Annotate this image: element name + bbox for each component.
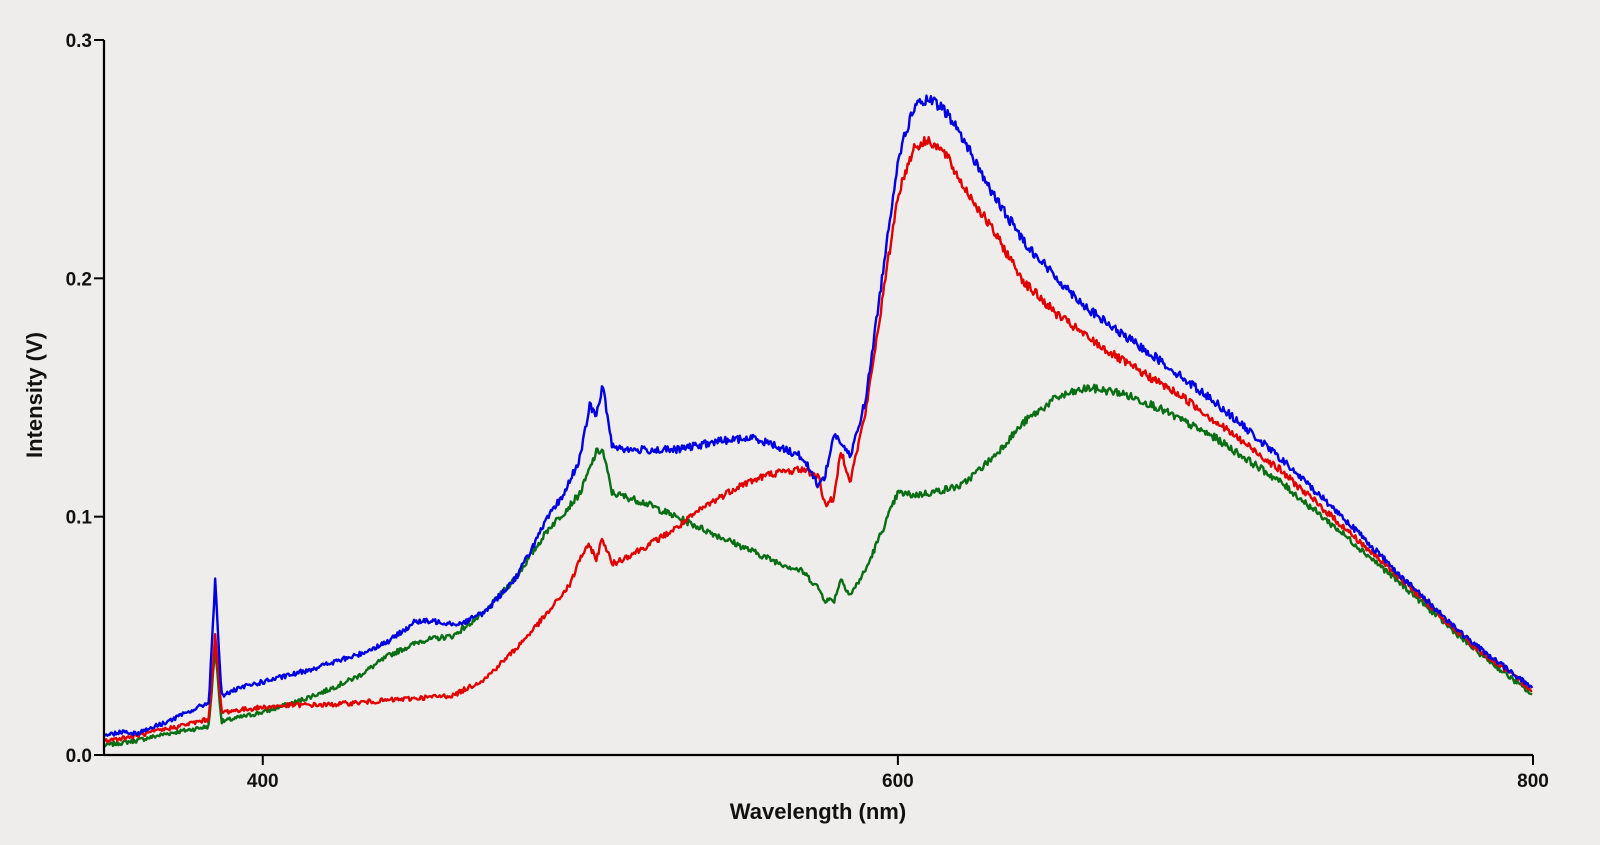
- series-line-2: [103, 136, 1533, 744]
- y-tick-label: 0.1: [66, 508, 93, 529]
- y-tick-label: 0.0: [66, 746, 92, 767]
- y-tick-label: 0.3: [66, 31, 92, 52]
- axes-layer: [102, 40, 1533, 757]
- x-tick-label: 400: [247, 771, 279, 792]
- y-tick-label: 0.2: [66, 269, 92, 290]
- series-layer: [102, 94, 1534, 748]
- series-line-1: [102, 94, 1534, 738]
- x-axis-title: Wavelength (nm): [730, 799, 906, 824]
- x-tick-label: 800: [1517, 771, 1549, 792]
- series-line-3: [103, 383, 1533, 748]
- ticks-layer: 400 600 800 0.0 0.1 0.2 0.3: [66, 31, 1549, 792]
- y-axis-title: Intensity (V): [22, 332, 47, 458]
- x-tick-label: 600: [882, 771, 914, 792]
